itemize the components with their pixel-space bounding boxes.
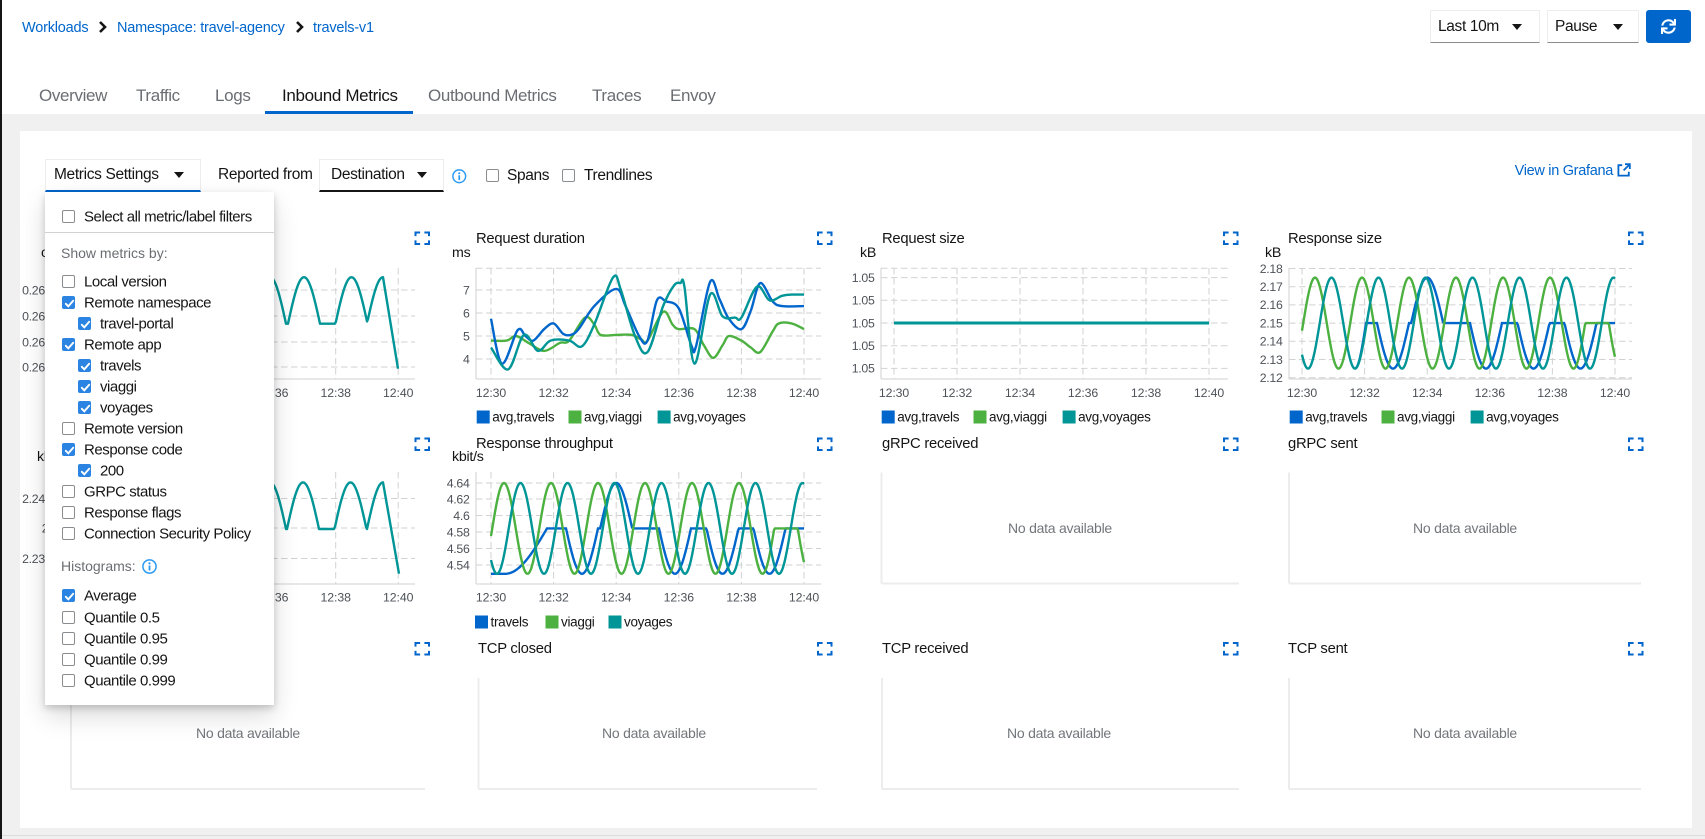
svg-text:avg,travels: avg,travels <box>492 410 555 425</box>
svg-text:4.58: 4.58 <box>447 525 470 539</box>
svg-text:avg,viaggi: avg,viaggi <box>989 410 1047 425</box>
svg-text:No data available: No data available <box>1413 520 1517 536</box>
svg-text:4: 4 <box>463 352 470 366</box>
svg-text:12:36: 12:36 <box>664 386 695 400</box>
svg-text:12:32: 12:32 <box>538 591 569 605</box>
svg-text:kB: kB <box>1265 245 1281 261</box>
svg-text:12:34: 12:34 <box>601 591 632 605</box>
svg-text:voyages: voyages <box>624 615 673 630</box>
svg-text:12:38: 12:38 <box>1537 386 1568 400</box>
svg-text:viaggi: viaggi <box>561 615 595 630</box>
svg-text:Request duration: Request duration <box>476 231 585 247</box>
svg-text:12:40: 12:40 <box>383 591 414 605</box>
svg-text:kbit/s: kbit/s <box>452 449 484 465</box>
svg-text:No data available: No data available <box>1008 520 1112 536</box>
svg-text:12:30: 12:30 <box>1287 386 1318 400</box>
svg-text:1.05: 1.05 <box>852 339 875 353</box>
svg-text:4.56: 4.56 <box>447 542 470 556</box>
svg-text:12:34: 12:34 <box>1412 386 1443 400</box>
svg-text:5: 5 <box>463 329 470 343</box>
svg-text:No data available: No data available <box>602 725 706 741</box>
svg-text:2.13: 2.13 <box>1260 353 1283 367</box>
svg-text:2.15: 2.15 <box>1260 316 1283 330</box>
svg-text:2.18: 2.18 <box>1260 262 1283 276</box>
svg-text:12:34: 12:34 <box>1005 386 1036 400</box>
svg-text:12:32: 12:32 <box>538 386 569 400</box>
svg-text:12:34: 12:34 <box>601 386 632 400</box>
svg-text:2.16: 2.16 <box>1260 298 1283 312</box>
svg-text:avg,viaggi: avg,viaggi <box>584 410 642 425</box>
svg-text:12:38: 12:38 <box>726 591 757 605</box>
svg-text:No data available: No data available <box>1413 725 1517 741</box>
svg-text:1.05: 1.05 <box>852 362 875 376</box>
svg-text:avg,voyages: avg,voyages <box>1486 410 1559 425</box>
svg-text:12:40: 12:40 <box>1600 386 1631 400</box>
svg-text:1.05: 1.05 <box>852 271 875 285</box>
svg-text:ms: ms <box>452 245 471 261</box>
svg-text:12:40: 12:40 <box>789 386 820 400</box>
svg-text:12:36: 12:36 <box>1475 386 1506 400</box>
svg-text:gRPC sent: gRPC sent <box>1288 436 1357 452</box>
svg-text:12:30: 12:30 <box>476 591 507 605</box>
svg-text:4.64: 4.64 <box>447 476 470 490</box>
svg-text:avg,travels: avg,travels <box>897 410 960 425</box>
svg-text:12:38: 12:38 <box>321 591 352 605</box>
svg-text:6: 6 <box>463 306 470 320</box>
svg-text:12:30: 12:30 <box>879 386 910 400</box>
svg-text:12:36: 12:36 <box>664 591 695 605</box>
svg-text:2.17: 2.17 <box>1260 280 1283 294</box>
svg-text:7: 7 <box>463 283 470 297</box>
svg-text:12:38: 12:38 <box>1131 386 1162 400</box>
svg-text:avg,voyages: avg,voyages <box>673 410 746 425</box>
svg-text:Response size: Response size <box>1288 231 1382 247</box>
svg-text:avg,viaggi: avg,viaggi <box>1397 410 1455 425</box>
svg-text:gRPC received: gRPC received <box>882 436 978 452</box>
svg-text:2.14: 2.14 <box>1260 335 1283 349</box>
svg-text:Response throughput: Response throughput <box>476 436 613 452</box>
svg-text:avg,travels: avg,travels <box>1305 410 1368 425</box>
svg-text:12:38: 12:38 <box>726 386 757 400</box>
svg-text:kB: kB <box>860 245 876 261</box>
svg-text:travels: travels <box>491 615 529 630</box>
svg-text:4.6: 4.6 <box>453 509 470 523</box>
svg-text:Request size: Request size <box>882 231 965 247</box>
svg-text:12:32: 12:32 <box>942 386 973 400</box>
svg-text:2.12: 2.12 <box>1260 371 1283 385</box>
svg-text:TCP received: TCP received <box>882 641 968 657</box>
svg-text:No data available: No data available <box>196 725 300 741</box>
svg-text:1.05: 1.05 <box>852 316 875 330</box>
svg-text:TCP sent: TCP sent <box>1288 641 1348 657</box>
svg-text:12:40: 12:40 <box>789 591 820 605</box>
svg-text:4.54: 4.54 <box>447 558 470 572</box>
svg-text:1.05: 1.05 <box>852 294 875 308</box>
svg-text:avg,voyages: avg,voyages <box>1078 410 1151 425</box>
svg-text:No data available: No data available <box>1007 725 1111 741</box>
svg-text:12:36: 12:36 <box>1068 386 1099 400</box>
svg-text:12:38: 12:38 <box>321 386 352 400</box>
svg-text:TCP closed: TCP closed <box>478 641 552 657</box>
svg-text:12:32: 12:32 <box>1349 386 1380 400</box>
svg-text:4.62: 4.62 <box>447 492 470 506</box>
svg-text:12:40: 12:40 <box>383 386 414 400</box>
svg-text:12:40: 12:40 <box>1194 386 1225 400</box>
svg-text:12:30: 12:30 <box>476 386 507 400</box>
